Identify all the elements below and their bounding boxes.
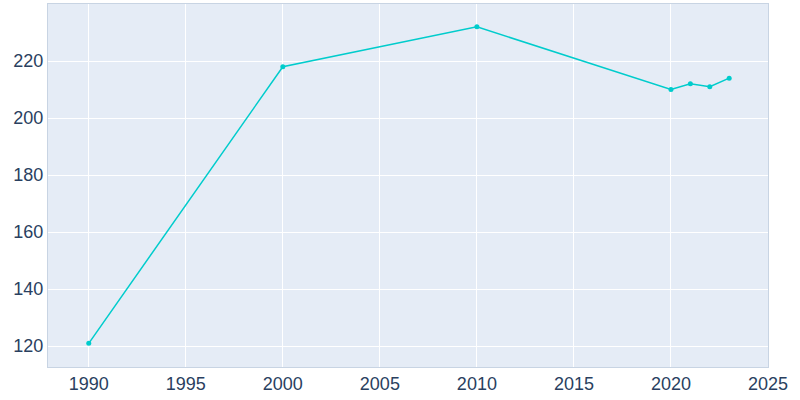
svg-text:2005: 2005 xyxy=(360,374,400,394)
svg-text:2015: 2015 xyxy=(554,374,594,394)
svg-text:1990: 1990 xyxy=(69,374,109,394)
svg-text:2010: 2010 xyxy=(457,374,497,394)
svg-text:2025: 2025 xyxy=(748,374,788,394)
svg-text:1995: 1995 xyxy=(166,374,206,394)
svg-text:160: 160 xyxy=(13,222,43,242)
svg-text:2000: 2000 xyxy=(263,374,303,394)
svg-text:200: 200 xyxy=(13,108,43,128)
svg-text:120: 120 xyxy=(13,336,43,356)
svg-text:180: 180 xyxy=(13,165,43,185)
svg-text:140: 140 xyxy=(13,279,43,299)
svg-text:2020: 2020 xyxy=(651,374,691,394)
svg-text:220: 220 xyxy=(13,51,43,71)
